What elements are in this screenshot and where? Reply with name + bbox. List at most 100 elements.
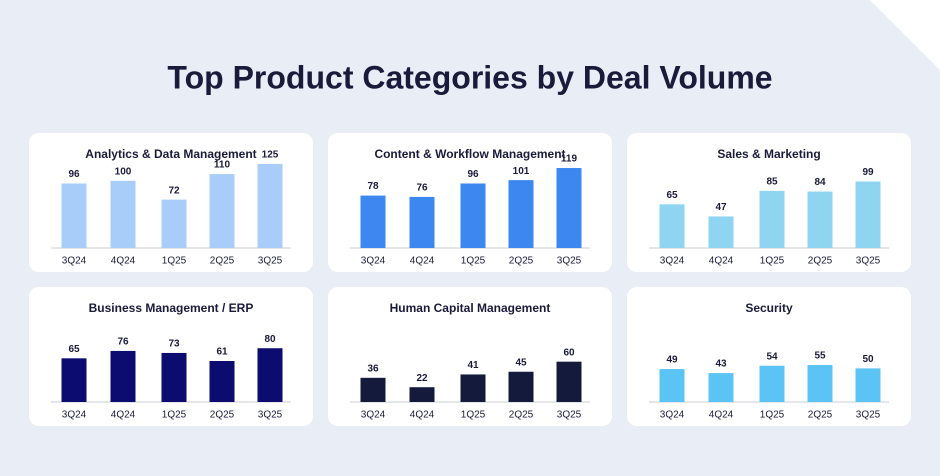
bar (807, 191, 833, 248)
bar (708, 373, 734, 402)
value-label: 50 (862, 354, 874, 365)
bar (855, 368, 881, 402)
bar (110, 350, 136, 402)
bar (659, 204, 685, 248)
bar (708, 216, 734, 248)
value-label: 49 (666, 355, 678, 366)
category-label: 3Q24 (660, 256, 685, 267)
category-label: 4Q24 (709, 256, 734, 267)
category-label: 1Q25 (760, 256, 785, 267)
category-label: 1Q25 (461, 410, 486, 421)
value-label: 76 (416, 183, 428, 194)
category-label: 1Q25 (162, 256, 187, 267)
category-label: 1Q25 (162, 410, 187, 421)
value-label: 47 (715, 202, 727, 213)
bar (161, 199, 187, 248)
category-label: 3Q25 (258, 410, 283, 421)
bar (508, 180, 534, 248)
chart-title: Content & Workflow Management (374, 147, 565, 161)
chart-panel (328, 287, 612, 426)
value-label: 101 (513, 166, 530, 177)
category-label: 3Q25 (557, 256, 582, 267)
page-title: Top Product Categories by Deal Volume (167, 59, 772, 95)
value-label: 100 (115, 166, 132, 177)
bar (508, 371, 534, 402)
bar (409, 196, 435, 248)
bar (61, 183, 87, 248)
bar (360, 195, 386, 248)
bar (161, 352, 187, 402)
category-label: 2Q25 (808, 410, 833, 421)
bar (759, 365, 785, 402)
chart-title: Human Capital Management (390, 301, 551, 315)
category-label: 2Q25 (509, 410, 534, 421)
value-label: 61 (216, 347, 228, 358)
bar (659, 369, 685, 402)
bar (360, 377, 386, 402)
value-label: 78 (367, 181, 379, 192)
value-label: 45 (515, 357, 527, 368)
category-label: 2Q25 (210, 256, 235, 267)
chart-title: Analytics & Data Management (85, 147, 256, 161)
value-label: 65 (666, 190, 678, 201)
value-label: 22 (416, 373, 428, 384)
bar (759, 190, 785, 248)
bar (460, 183, 486, 248)
category-label: 2Q25 (509, 256, 534, 267)
bar (807, 365, 833, 402)
category-label: 3Q24 (660, 410, 685, 421)
bar (209, 361, 235, 402)
chart-title: Sales & Marketing (717, 147, 820, 161)
category-label: 3Q25 (258, 256, 283, 267)
category-label: 3Q25 (856, 256, 881, 267)
value-label: 80 (264, 334, 276, 345)
value-label: 65 (68, 344, 80, 355)
chart-title: Business Management / ERP (89, 301, 254, 315)
value-label: 36 (367, 363, 379, 374)
value-label: 55 (814, 351, 826, 362)
category-label: 1Q25 (461, 256, 486, 267)
value-label: 96 (467, 169, 479, 180)
category-label: 3Q25 (856, 410, 881, 421)
category-label: 4Q24 (111, 256, 136, 267)
category-label: 3Q24 (361, 256, 386, 267)
value-label: 119 (561, 154, 578, 165)
bar (61, 358, 87, 402)
category-label: 4Q24 (111, 410, 136, 421)
bar (110, 180, 136, 248)
category-label: 2Q25 (808, 256, 833, 267)
value-label: 43 (715, 359, 727, 370)
bar (409, 387, 435, 402)
bar (257, 164, 283, 248)
category-label: 3Q25 (557, 410, 582, 421)
chart-panel (627, 287, 911, 426)
category-label: 3Q24 (62, 410, 87, 421)
bar (556, 168, 582, 248)
category-label: 4Q24 (410, 410, 435, 421)
category-label: 1Q25 (760, 410, 785, 421)
value-label: 85 (766, 177, 778, 188)
corner-decoration (870, 0, 940, 70)
bar (257, 348, 283, 402)
category-label: 3Q24 (361, 410, 386, 421)
bar (209, 174, 235, 248)
value-label: 41 (467, 360, 479, 371)
category-label: 2Q25 (210, 410, 235, 421)
value-label: 96 (68, 169, 80, 180)
value-label: 73 (168, 339, 180, 350)
value-label: 125 (262, 150, 279, 161)
category-label: 4Q24 (709, 410, 734, 421)
bar (855, 181, 881, 248)
value-label: 60 (563, 347, 575, 358)
bar (556, 361, 582, 402)
category-label: 3Q24 (62, 256, 87, 267)
value-label: 72 (168, 185, 180, 196)
bar (460, 374, 486, 402)
value-label: 110 (214, 160, 231, 171)
chart-title: Security (745, 301, 793, 315)
value-label: 54 (766, 351, 778, 362)
category-label: 4Q24 (410, 256, 435, 267)
value-label: 99 (862, 167, 874, 178)
value-label: 76 (117, 337, 129, 348)
